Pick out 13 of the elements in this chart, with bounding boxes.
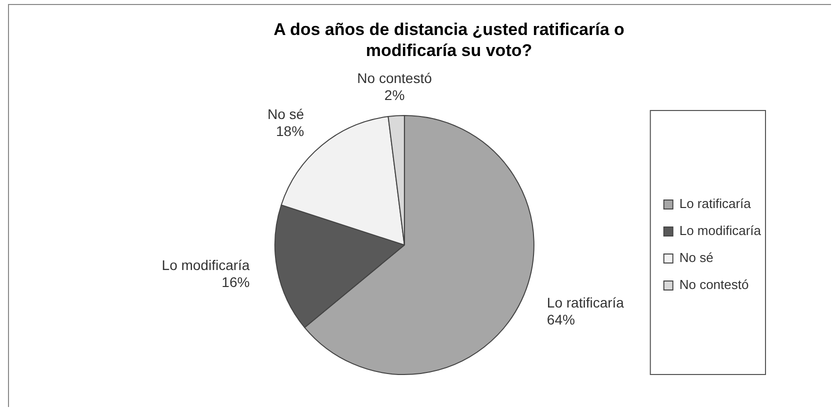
data-label: 2% [384, 87, 405, 104]
legend-label: No sé [679, 250, 714, 266]
slice-label: No sé [267, 106, 304, 122]
legend-label: Lo ratificaría [679, 196, 752, 212]
legend-label: Lo modificaría [679, 223, 762, 238]
chart-title: A dos años de distancia ¿usted ratificaría o modificaría su voto? [272, 19, 626, 61]
data-label: 16% [222, 274, 250, 290]
data-label: 64% [546, 311, 575, 328]
slice-label: Lo modificaría [162, 256, 250, 273]
data-label: 18% [276, 123, 304, 140]
slice-label: No contestó [357, 70, 432, 86]
legend-label: No contestó [679, 277, 749, 292]
slice-label: Lo ratificaría [546, 294, 624, 310]
